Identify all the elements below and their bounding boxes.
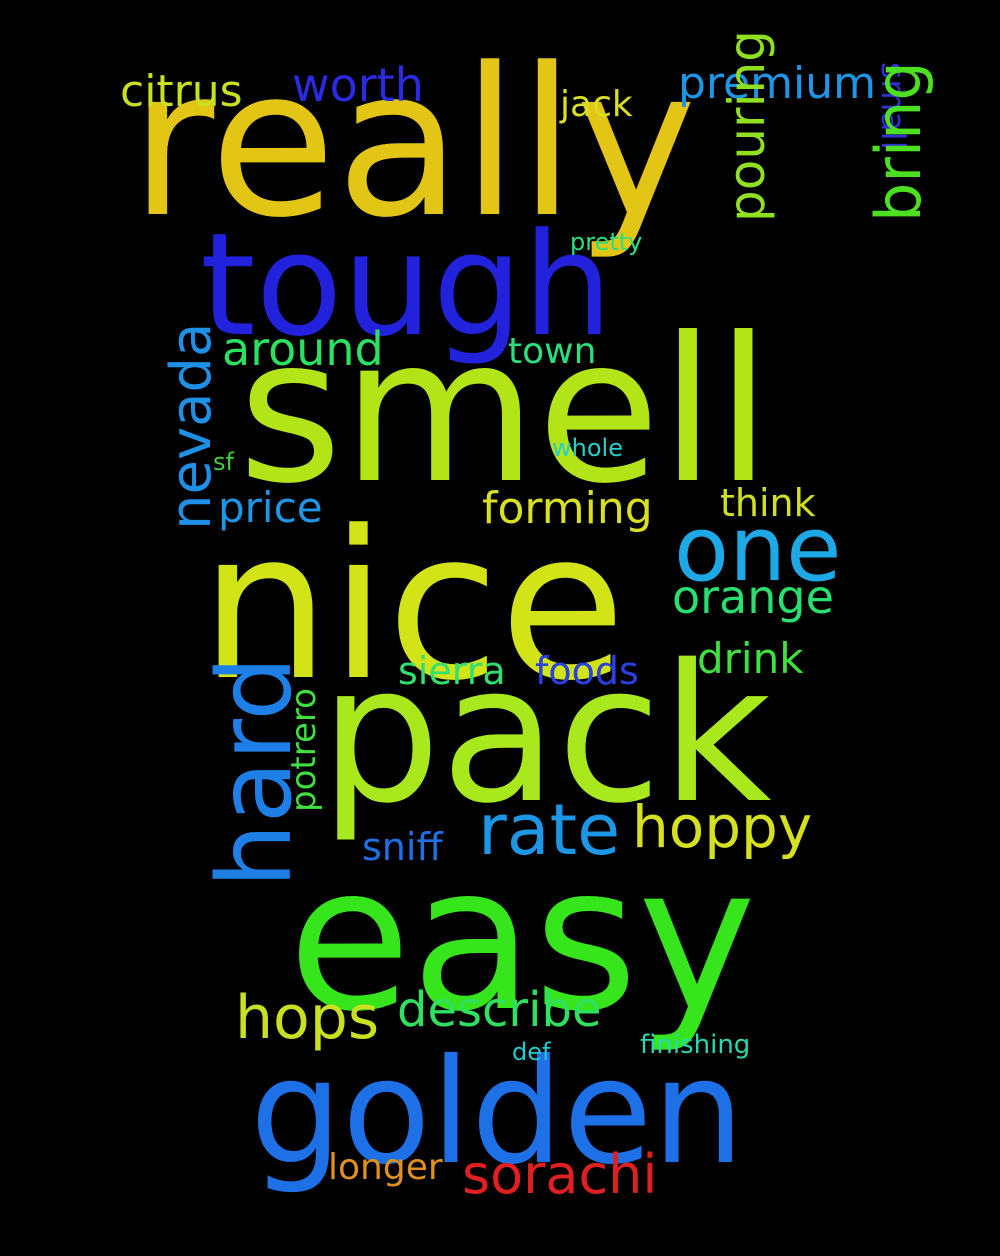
- word-really: really: [130, 25, 697, 263]
- word-drink: drink: [697, 634, 804, 683]
- word-bring: bring: [862, 61, 935, 222]
- word-worth: worth: [292, 58, 424, 112]
- word-whole: whole: [552, 434, 623, 462]
- word-pouring: pouring: [718, 30, 776, 222]
- word-longer: longer: [328, 1147, 443, 1188]
- word-sniff: sniff: [362, 825, 443, 869]
- word-nice: nice: [200, 488, 626, 726]
- word-orange: orange: [672, 570, 834, 624]
- word-price: price: [218, 483, 323, 532]
- word-around: around: [222, 322, 384, 376]
- word-one: one: [674, 497, 842, 602]
- word-smell: smell: [238, 295, 772, 528]
- word-hoppy: hoppy: [632, 793, 813, 861]
- word-forming: forming: [482, 483, 653, 534]
- word-pack: pack: [320, 624, 772, 845]
- word-golden: golden: [250, 1028, 745, 1197]
- word-jack: jack: [560, 84, 633, 125]
- word-sorachi: sorachi: [462, 1143, 658, 1206]
- word-hops: hops: [235, 983, 380, 1053]
- word-finishing: finishing: [640, 1030, 751, 1060]
- word-town: town: [508, 331, 597, 372]
- word-pretty: pretty: [570, 228, 643, 256]
- word-sf: sf: [213, 448, 234, 476]
- word-potrero: potrero: [284, 688, 324, 812]
- word-nevada: nevada: [159, 322, 224, 530]
- word-citrus: citrus: [120, 66, 243, 117]
- word-rate: rate: [478, 789, 621, 871]
- word-sierra: sierra: [398, 649, 506, 693]
- word-premium: premium: [678, 58, 876, 109]
- word-foods: foods: [535, 649, 639, 693]
- word-easy: easy: [288, 823, 757, 1056]
- word-describe: describe: [397, 982, 602, 1038]
- word-think: think: [720, 481, 816, 525]
- word-tough: tough: [200, 203, 613, 368]
- word-def: def: [512, 1038, 551, 1066]
